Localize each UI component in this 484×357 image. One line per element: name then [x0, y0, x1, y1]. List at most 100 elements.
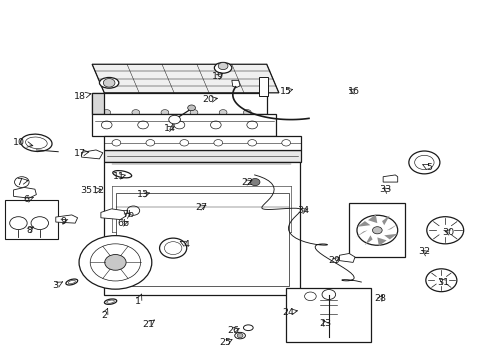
Text: 8: 8 — [26, 226, 32, 235]
Ellipse shape — [26, 137, 47, 149]
Text: 4: 4 — [183, 240, 189, 249]
Polygon shape — [381, 215, 389, 225]
Circle shape — [356, 215, 397, 245]
Text: 9: 9 — [60, 217, 66, 226]
Text: 24: 24 — [282, 308, 294, 317]
Ellipse shape — [21, 134, 52, 151]
Polygon shape — [101, 209, 126, 220]
Polygon shape — [92, 64, 278, 93]
Text: 7b: 7b — [122, 210, 134, 219]
Circle shape — [237, 333, 242, 338]
Text: 25: 25 — [219, 338, 231, 347]
Circle shape — [180, 140, 188, 146]
Circle shape — [321, 290, 335, 300]
Text: 27: 27 — [195, 202, 207, 212]
Text: 26: 26 — [227, 326, 238, 335]
Ellipse shape — [113, 171, 131, 178]
Circle shape — [210, 121, 221, 129]
Polygon shape — [364, 235, 372, 245]
Ellipse shape — [106, 300, 114, 303]
Text: 6: 6 — [24, 195, 30, 205]
Circle shape — [414, 155, 433, 170]
Text: 30: 30 — [441, 227, 454, 237]
Circle shape — [213, 140, 222, 146]
Text: 20: 20 — [202, 95, 214, 105]
Text: 6b: 6b — [118, 218, 129, 228]
Polygon shape — [56, 215, 77, 223]
Polygon shape — [104, 136, 300, 150]
Circle shape — [168, 115, 180, 124]
Circle shape — [101, 121, 112, 129]
Polygon shape — [367, 215, 377, 223]
Polygon shape — [92, 93, 266, 114]
Polygon shape — [104, 150, 300, 162]
Polygon shape — [383, 234, 397, 240]
Circle shape — [190, 110, 197, 115]
Polygon shape — [355, 230, 367, 237]
Circle shape — [246, 121, 257, 129]
Polygon shape — [386, 223, 398, 230]
Circle shape — [137, 121, 148, 129]
Text: 34: 34 — [296, 206, 308, 215]
Text: 31: 31 — [437, 277, 449, 287]
Text: 13: 13 — [136, 190, 149, 199]
Polygon shape — [116, 193, 288, 286]
Circle shape — [164, 242, 182, 255]
Circle shape — [281, 140, 290, 146]
Circle shape — [304, 292, 316, 301]
Text: 1: 1 — [135, 297, 141, 306]
Polygon shape — [14, 187, 36, 198]
Circle shape — [426, 217, 463, 244]
Circle shape — [161, 110, 168, 115]
Ellipse shape — [234, 332, 245, 339]
Polygon shape — [92, 93, 104, 114]
Circle shape — [174, 121, 184, 129]
Circle shape — [219, 110, 227, 115]
Circle shape — [90, 244, 140, 281]
Circle shape — [132, 110, 139, 115]
Circle shape — [159, 238, 186, 258]
Text: 33: 33 — [378, 185, 391, 194]
Bar — [258, 77, 267, 96]
Circle shape — [425, 269, 456, 292]
Circle shape — [105, 255, 126, 270]
Text: 5: 5 — [425, 163, 431, 172]
Circle shape — [218, 62, 227, 70]
Text: 3: 3 — [53, 281, 59, 290]
Polygon shape — [356, 221, 370, 227]
Text: 17: 17 — [74, 149, 86, 158]
Circle shape — [408, 151, 439, 174]
Polygon shape — [339, 253, 354, 262]
Text: 22: 22 — [241, 177, 253, 187]
Ellipse shape — [243, 325, 253, 331]
Ellipse shape — [66, 279, 77, 285]
Text: 14: 14 — [164, 124, 175, 133]
Polygon shape — [231, 80, 240, 87]
Text: 3512: 3512 — [80, 186, 104, 196]
Polygon shape — [81, 150, 103, 159]
Ellipse shape — [214, 62, 231, 73]
Text: 21: 21 — [142, 320, 153, 330]
Text: 29: 29 — [328, 256, 340, 265]
Circle shape — [146, 140, 154, 146]
Text: 7: 7 — [16, 177, 22, 187]
Circle shape — [187, 105, 195, 111]
Polygon shape — [377, 237, 386, 246]
Ellipse shape — [68, 280, 75, 284]
Text: 28: 28 — [374, 293, 386, 303]
Text: 15: 15 — [280, 86, 291, 96]
Text: 2: 2 — [101, 311, 107, 321]
Text: 11: 11 — [113, 172, 124, 181]
Polygon shape — [382, 175, 397, 182]
Text: 16: 16 — [348, 86, 359, 96]
Text: 10: 10 — [14, 138, 25, 147]
Ellipse shape — [104, 299, 117, 305]
Text: 23: 23 — [318, 318, 330, 328]
Circle shape — [247, 140, 256, 146]
Ellipse shape — [99, 77, 119, 88]
Text: 19: 19 — [212, 72, 224, 81]
Circle shape — [103, 110, 110, 115]
Bar — [286, 288, 370, 342]
Circle shape — [372, 227, 381, 234]
Polygon shape — [92, 114, 276, 136]
